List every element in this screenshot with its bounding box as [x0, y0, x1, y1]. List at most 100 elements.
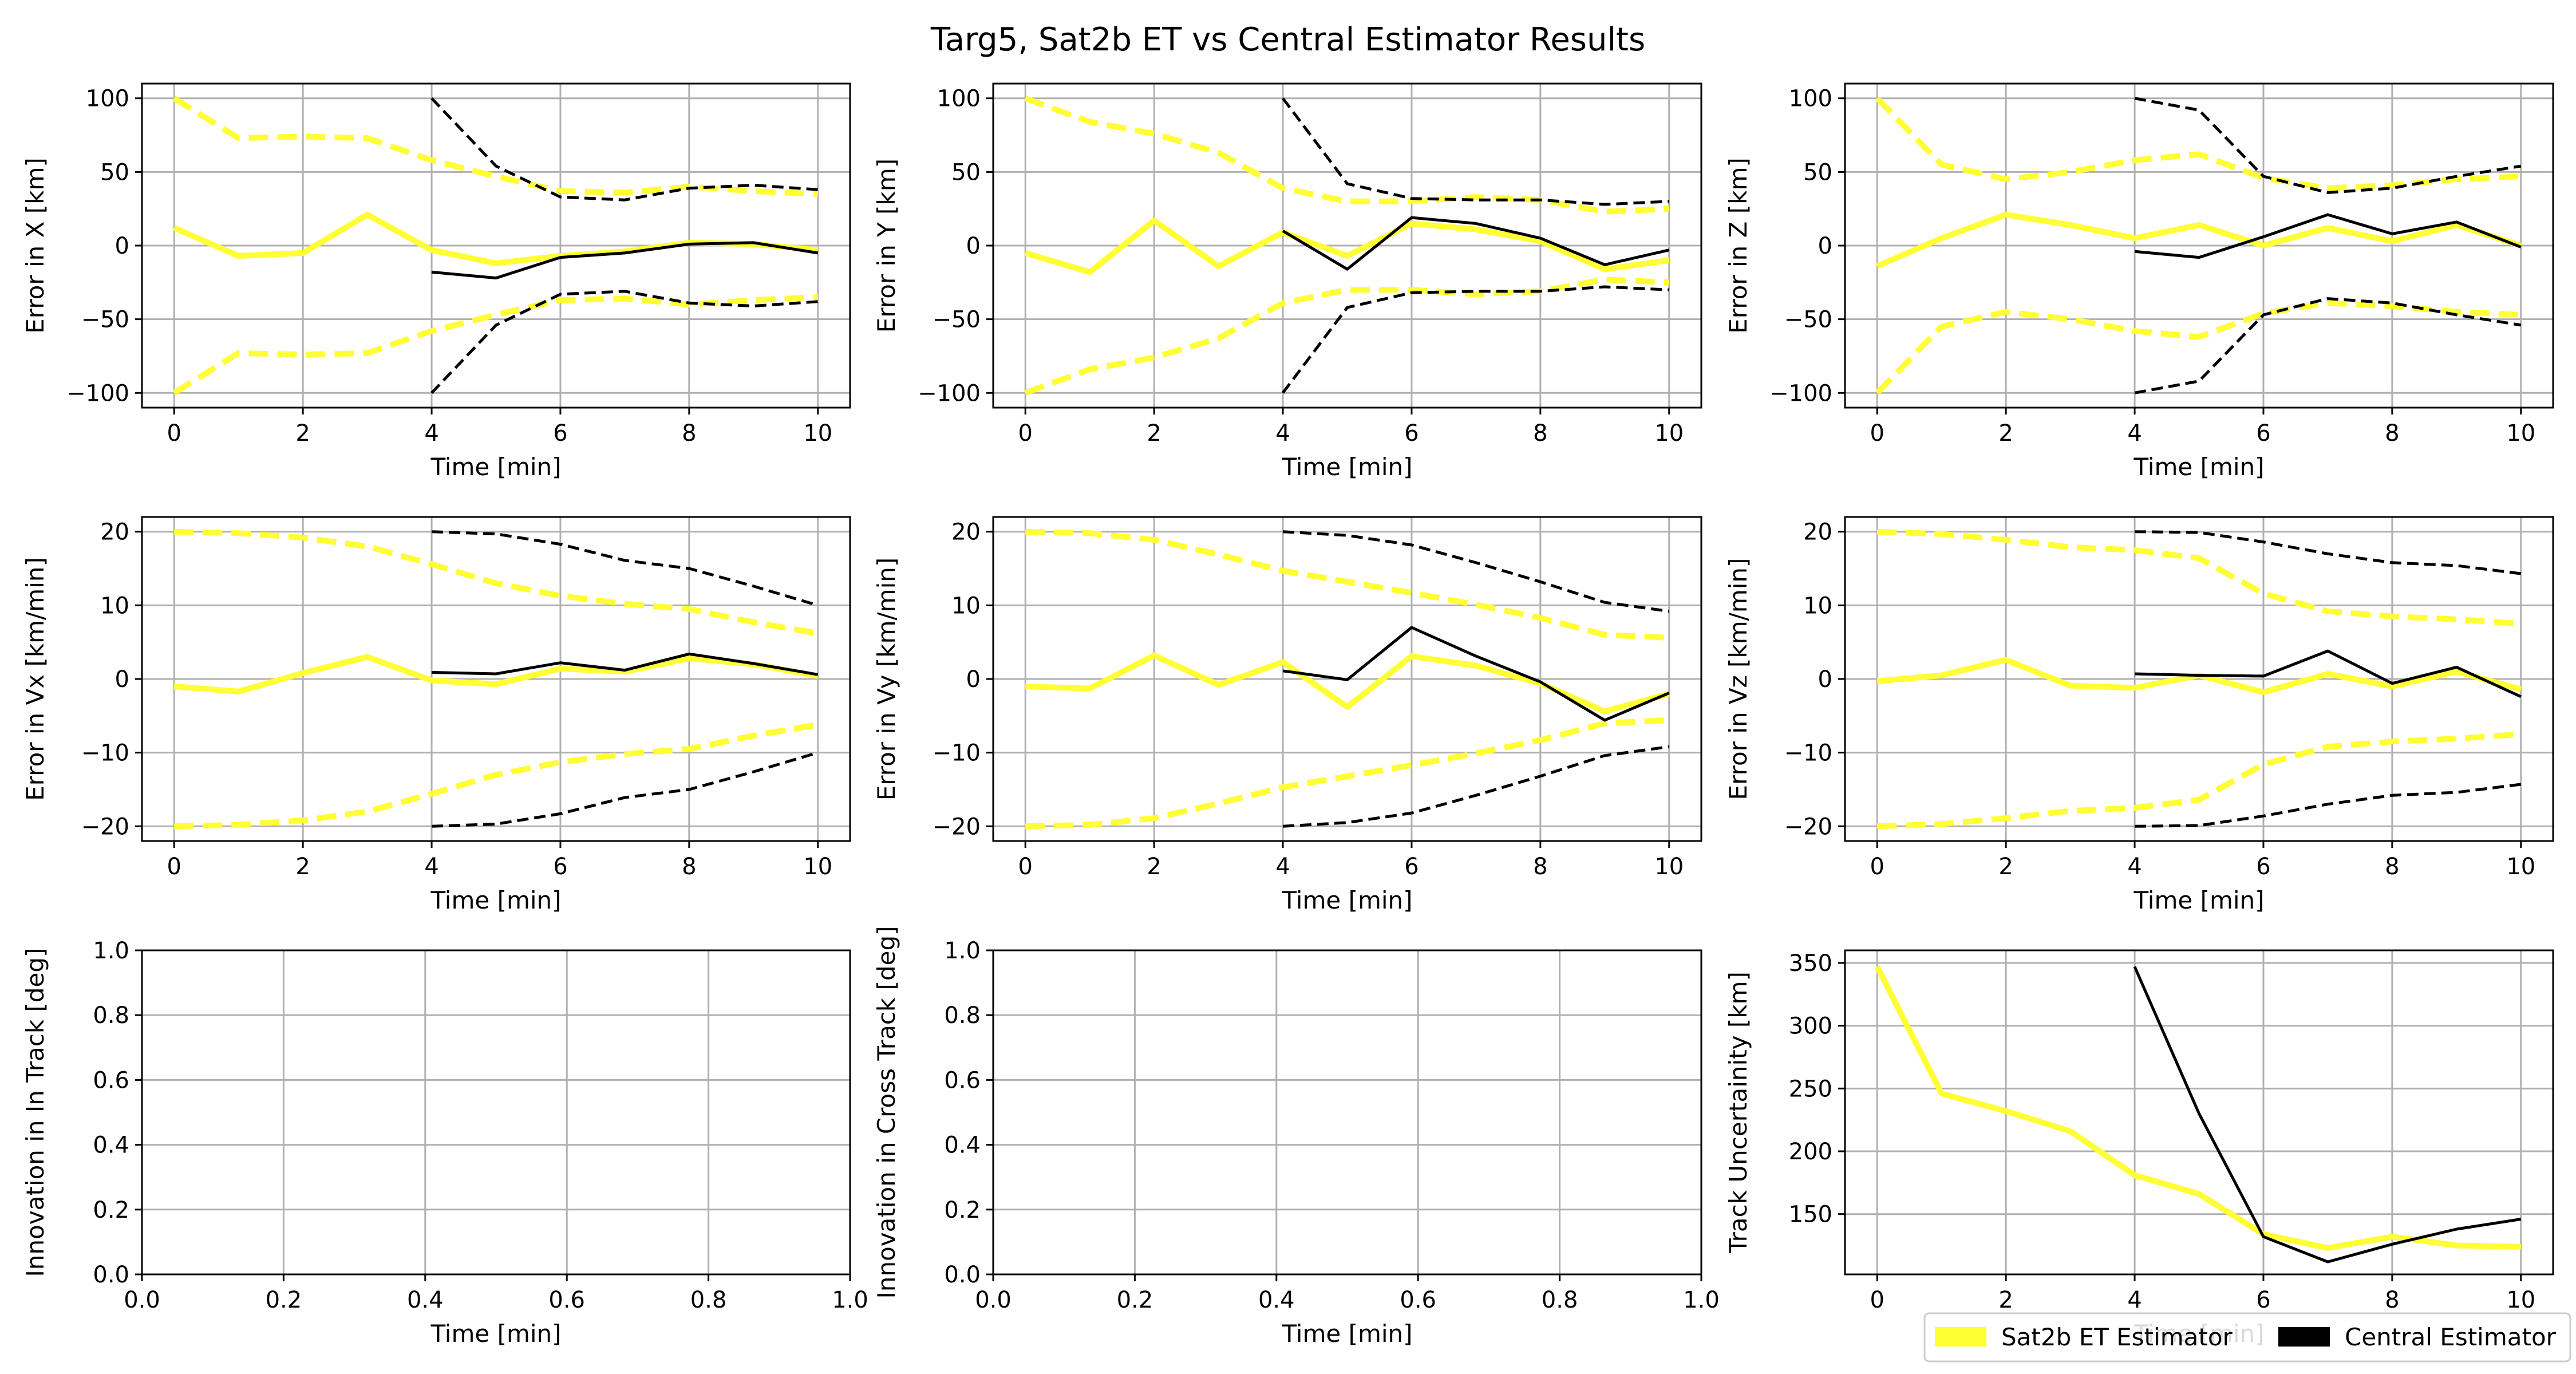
legend: Sat2b ET Estimator Central Estimator [1923, 1312, 2571, 1363]
x-tick-label: 8 [1533, 854, 1547, 880]
y-tick-label: 0 [966, 233, 981, 259]
plot-area-track_unc [1874, 965, 2522, 1264]
x-tick-label: 0.4 [1258, 1287, 1295, 1313]
x-tick-label: 6 [1404, 420, 1419, 447]
x-tick-label: 10 [803, 420, 832, 447]
y-tick-label: 0.2 [944, 1197, 981, 1223]
x-tick-label: 0.8 [1542, 1287, 1578, 1313]
y-tick-label: 100 [86, 86, 129, 112]
y-axis-label: Error in X [km] [21, 157, 49, 334]
series-line-central-dashed [1282, 285, 1669, 394]
y-axis-label: Error in Vx [km/min] [21, 557, 49, 801]
plot-area-y [1024, 96, 1670, 396]
x-tick-label: 0.2 [266, 1287, 302, 1313]
y-tick-label: −100 [918, 380, 981, 406]
series-line-et-dashed [1025, 528, 1670, 641]
y-tick-label: 100 [1789, 86, 1832, 112]
x-tick-label: 8 [2385, 1287, 2399, 1313]
y-axis-label: Innovation in In Track [deg] [21, 948, 49, 1277]
y-tick-label: 50 [951, 159, 981, 185]
x-tick-label: 0 [1870, 1287, 1884, 1313]
x-tick-label: 0 [1018, 420, 1033, 447]
subplot-vz: 0 2 4 6 8 10 −20 −10 0 10 20 Time [min] Error in Vz … [1724, 516, 2554, 914]
y-tick-label: 350 [1789, 950, 1832, 977]
y-tick-label: 0.6 [944, 1067, 981, 1093]
plot-area-vy [1025, 528, 1670, 830]
series-line-et-dashed [1877, 528, 2522, 627]
series-line-central-solid [2134, 649, 2522, 698]
y-tick-label: −10 [1784, 740, 1832, 767]
y-tick-label: 1.0 [93, 938, 129, 964]
series-line-central-solid [1282, 216, 1670, 271]
x-tick-label: 0 [1870, 420, 1884, 447]
y-tick-label: −10 [81, 740, 129, 767]
y-tick-label: 0 [1818, 233, 1832, 259]
x-tick-label: 0 [167, 420, 181, 447]
axes-frame [141, 949, 851, 1276]
series-line-central-dashed [1282, 97, 1669, 206]
y-tick-label: 300 [1789, 1013, 1832, 1040]
x-tick-label: 6 [2256, 854, 2270, 880]
y-tick-label: −20 [933, 814, 981, 840]
x-tick-label: 0.0 [975, 1287, 1012, 1313]
series-line-central-dashed [430, 290, 818, 394]
y-tick-label: 20 [1803, 519, 1832, 546]
series-line-central-dashed [1282, 530, 1670, 613]
x-tick-label: 0.2 [1117, 1287, 1153, 1313]
y-axis-label: Error in Z [km] [1724, 157, 1752, 334]
x-tick-label: 0 [167, 854, 181, 880]
series-line-central-solid [2134, 213, 2522, 259]
x-axis-label: Time [min] [1281, 886, 1412, 914]
x-tick-label: 10 [2506, 1287, 2535, 1313]
x-tick-label: 6 [553, 854, 567, 880]
series-line-et-solid [1025, 652, 1670, 714]
series-line-central-dashed [2134, 297, 2522, 394]
series-line-et-dashed [1025, 717, 1670, 830]
x-tick-label: 2 [1147, 854, 1161, 880]
x-axis-label: Time [min] [2133, 453, 2264, 481]
x-tick-label: 4 [424, 854, 438, 880]
x-axis-label: Time [min] [1281, 1320, 1412, 1348]
x-tick-label: 10 [1654, 420, 1684, 447]
y-tick-label: 100 [937, 86, 981, 112]
series-line-central-dashed [431, 751, 819, 828]
x-tick-label: 0 [1018, 854, 1033, 880]
subplot-z: 0 2 4 6 8 10 −100 −50 0 50 100 Time [min] Error in Z… [1724, 82, 2554, 481]
x-tick-label: 0.8 [690, 1287, 727, 1313]
x-tick-label: 0 [1870, 854, 1884, 880]
subplot-track_unc: 0246810150200250300350Time [min]Track Un… [1724, 949, 2554, 1348]
y-tick-label: 0.4 [944, 1132, 981, 1159]
legend-label-central: Central Estimator [2345, 1323, 2557, 1351]
series-line-central-solid [2133, 966, 2522, 1264]
series-line-central-dashed [2134, 783, 2522, 828]
x-tick-label: 10 [1654, 854, 1684, 880]
x-tick-label: 8 [2385, 854, 2399, 880]
x-tick-label: 6 [2256, 420, 2270, 447]
y-axis-label: Error in Vz [km/min] [1724, 558, 1752, 800]
y-axis-label: Error in Y [km] [872, 159, 900, 333]
axes-frame [1844, 949, 2554, 1276]
x-tick-label: 0.4 [407, 1287, 444, 1313]
series-line-et-solid [1024, 218, 1670, 275]
x-tick-label: 8 [682, 420, 696, 447]
y-axis-label: Track Uncertainity [km] [1724, 972, 1752, 1254]
x-axis-label: Time [min] [430, 453, 561, 481]
y-tick-label: 0.8 [944, 1002, 981, 1029]
series-line-central-dashed [2134, 530, 2522, 575]
plot-area-x [172, 96, 819, 396]
y-tick-label: 10 [951, 593, 981, 619]
y-tick-label: 0 [966, 666, 981, 693]
y-tick-label: −50 [933, 307, 981, 333]
x-tick-label: 2 [1998, 1287, 2013, 1313]
series-line-central-dashed [2134, 97, 2522, 194]
x-axis-label: Time [min] [1281, 453, 1412, 481]
plot-area-z [1875, 96, 2522, 395]
x-tick-label: 6 [553, 420, 567, 447]
subplot-x: 0 2 4 6 8 10 −100 −50 0 50 100 Time [min] Error in X… [21, 82, 851, 481]
y-axis-label: Innovation in Cross Track [deg] [872, 926, 900, 1298]
legend-swatch-central [2278, 1327, 2330, 1347]
series-line-et-dashed [1877, 731, 2522, 830]
legend-label-et: Sat2b ET Estimator [2001, 1323, 2233, 1351]
